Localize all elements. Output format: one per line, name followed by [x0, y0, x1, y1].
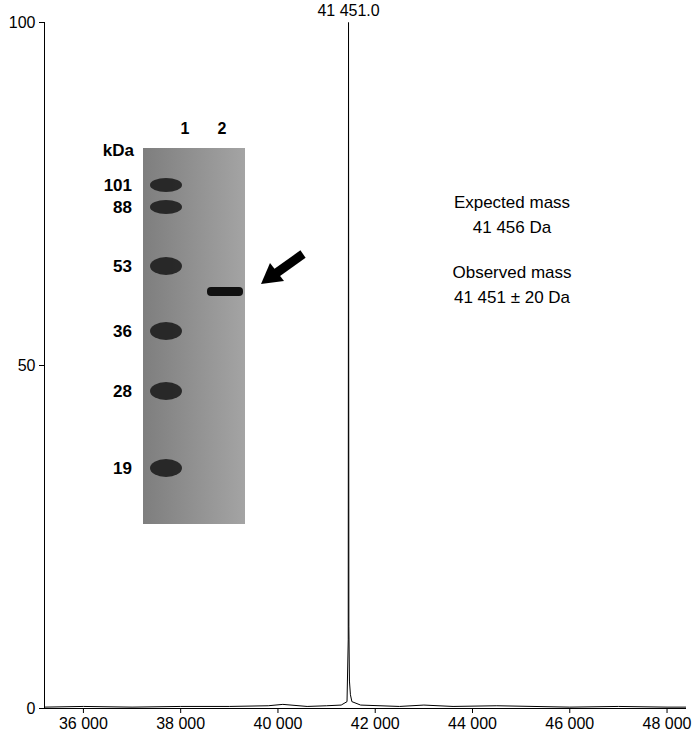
- svg-text:53: 53: [113, 257, 132, 276]
- svg-text:46 000: 46 000: [545, 715, 594, 732]
- svg-text:0: 0: [27, 700, 36, 717]
- svg-text:48 000: 48 000: [643, 715, 692, 732]
- svg-text:38 000: 38 000: [156, 715, 205, 732]
- svg-text:19: 19: [113, 459, 132, 478]
- svg-text:28: 28: [113, 382, 132, 401]
- svg-text:36 000: 36 000: [59, 715, 108, 732]
- svg-text:1: 1: [181, 120, 190, 137]
- svg-text:40 000: 40 000: [253, 715, 302, 732]
- svg-text:101: 101: [104, 176, 132, 195]
- svg-text:kDa: kDa: [103, 141, 135, 160]
- html-text:Expected mass: Expected mass: [453, 193, 571, 212]
- svg-text:36: 36: [113, 322, 132, 341]
- html-text:41 456 Da: 41 456 Da: [472, 218, 552, 237]
- svg-text:100: 100: [9, 14, 36, 31]
- svg-text:50: 50: [18, 357, 36, 374]
- svg-text:88: 88: [113, 198, 132, 217]
- svg-text:2: 2: [218, 120, 227, 137]
- html-text:Observed mass: Observed mass: [452, 263, 572, 282]
- svg-text:42 000: 42 000: [351, 715, 400, 732]
- svg-text:44 000: 44 000: [448, 715, 497, 732]
- svg-text:41 451.0: 41 451.0: [317, 2, 379, 19]
- html-text:41 451 ± 20 Da: 41 451 ± 20 Da: [453, 288, 571, 307]
